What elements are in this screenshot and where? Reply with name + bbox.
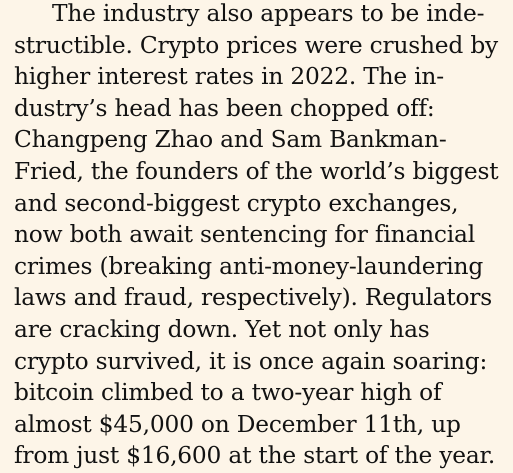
paragraph-line: structible. Crypto prices were crushed b…: [14, 31, 498, 59]
paragraph-line: higher interest rates in 2022. The in-: [14, 63, 444, 91]
paragraph-line: crimes (breaking anti-money-laundering: [14, 252, 484, 280]
paragraph-line: crypto survived, it is once again soarin…: [14, 347, 488, 375]
paragraph-line: now both await sentencing for financial: [14, 221, 475, 249]
paragraph-line: dustry’s head has been chopped off:: [14, 94, 435, 122]
paragraph-line: Fried, the founders of the world’s bigge…: [14, 157, 499, 185]
paragraph-line: almost $45,000 on December 11th, up: [14, 410, 461, 438]
paragraph-line: The industry also appears to be inde-: [52, 0, 485, 27]
article-paragraph: The industry also appears to be inde- st…: [14, 0, 509, 472]
paragraph-line: Changpeng Zhao and Sam Bankman-: [14, 126, 447, 154]
paragraph-line: and second-biggest crypto exchanges,: [14, 189, 459, 217]
paragraph-line: laws and fraud, respectively). Regulator…: [14, 284, 492, 312]
paragraph-line: from just $16,600 at the start of the ye…: [14, 442, 496, 470]
paragraph-line: are cracking down. Yet not only has: [14, 315, 430, 343]
paragraph-line: bitcoin climbed to a two-year high of: [14, 379, 442, 407]
